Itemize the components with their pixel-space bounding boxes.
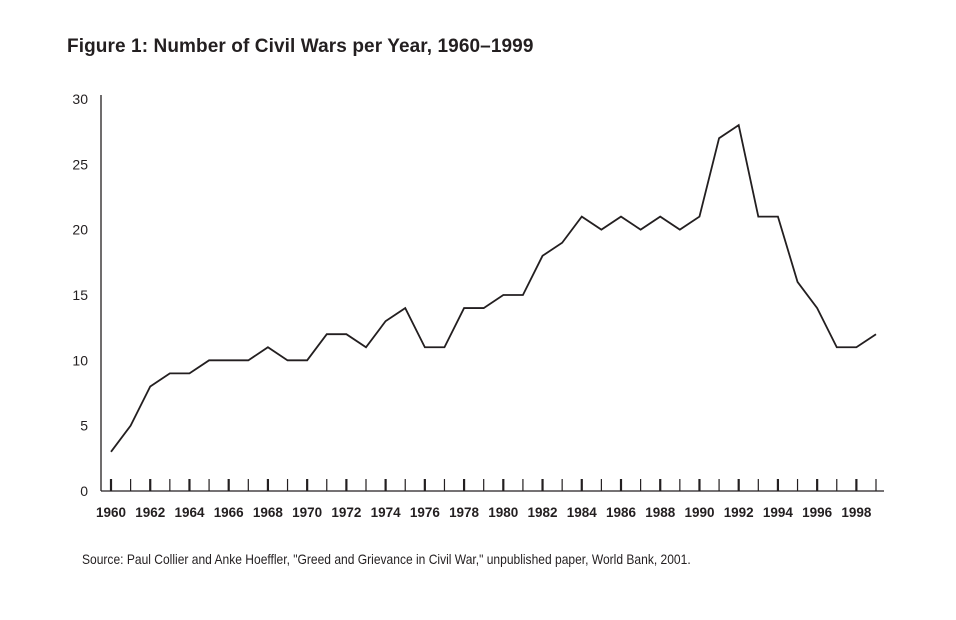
y-tick-label: 10 (72, 352, 88, 368)
series-line (110, 123, 877, 453)
x-tick-label: 1964 (174, 505, 204, 520)
y-tick-label: 25 (72, 156, 88, 172)
x-tick-label: 1996 (802, 505, 832, 520)
x-tick-label: 1994 (763, 505, 793, 520)
x-tick-label: 1960 (96, 505, 126, 520)
x-tick-label: 1986 (606, 505, 636, 520)
x-tick-label: 1984 (567, 505, 597, 520)
chart-title: Figure 1: Number of Civil Wars per Year,… (67, 36, 534, 57)
y-axis-ticks: 0 5 10 15 20 25 30 (72, 91, 88, 499)
x-tick-label: 1988 (645, 505, 675, 520)
x-axis-ticks: 1960 1962 1964 1966 1968 1970 1972 1974 1976 1978… (96, 479, 877, 520)
x-tick-label: 1974 (371, 505, 401, 520)
x-tick-label: 1980 (488, 505, 518, 520)
y-tick-label: 5 (80, 418, 88, 434)
source-note: Source: Paul Collier and Anke Hoeffler, … (82, 551, 691, 567)
x-tick-label: 1968 (253, 505, 283, 520)
y-tick-label: 30 (72, 91, 88, 107)
y-tick-label: 20 (72, 222, 88, 238)
y-tick-label: 0 (80, 483, 88, 499)
x-tick-label: 1962 (135, 505, 165, 520)
series-group (110, 123, 877, 453)
x-tick-label: 1976 (410, 505, 440, 520)
x-tick-label: 1992 (724, 505, 754, 520)
x-tick-label: 1982 (528, 505, 558, 520)
x-tick-label: 1972 (331, 505, 361, 520)
x-tick-label: 1990 (684, 505, 714, 520)
x-tick-label: 1966 (214, 505, 244, 520)
y-tick-label: 15 (72, 287, 88, 303)
x-tick-label: 1998 (841, 505, 871, 520)
x-tick-label: 1978 (449, 505, 479, 520)
x-tick-label: 1970 (292, 505, 322, 520)
